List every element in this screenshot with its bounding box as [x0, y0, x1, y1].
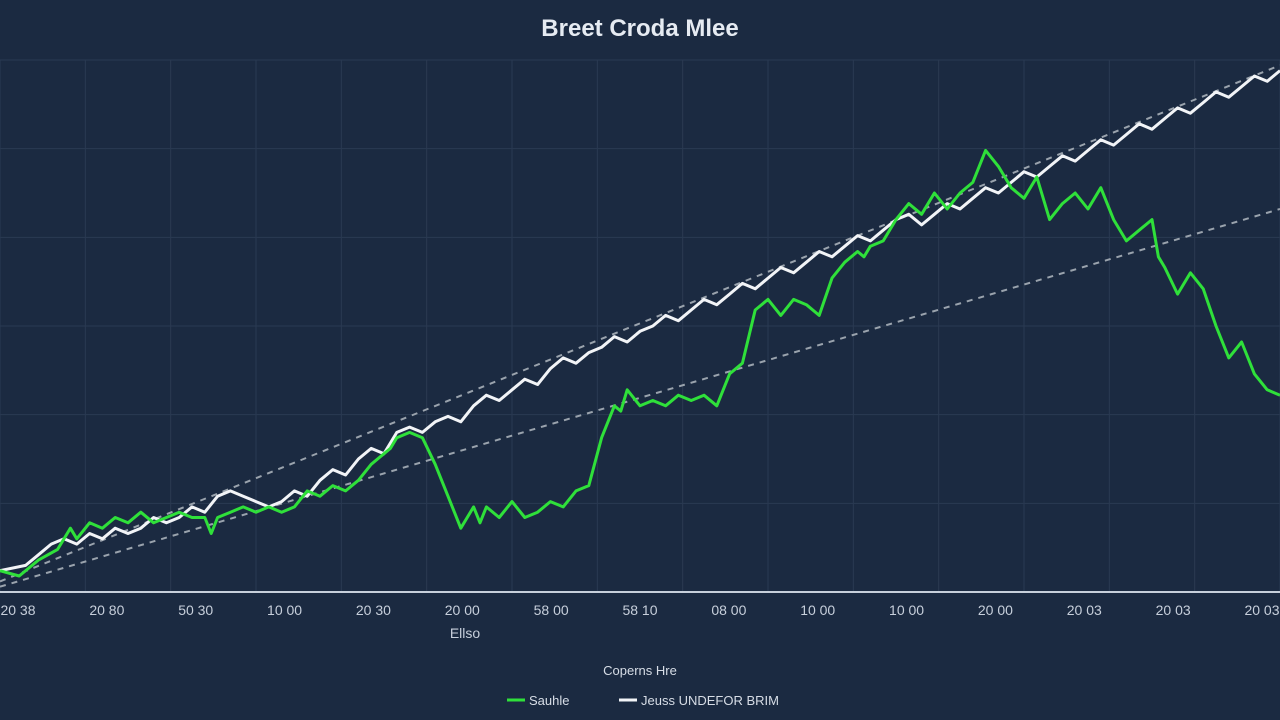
x-tick-label: 20 00 [445, 602, 480, 618]
x-tick-label: 20 03 [1244, 602, 1279, 618]
series-line-trend-upper [0, 64, 1280, 583]
legend: Sauhle Jeuss UNDEFOR BRIM [507, 693, 779, 708]
x-tick-label: 58 00 [534, 602, 569, 618]
series-line-jeuss-undefor-brim [0, 69, 1280, 573]
x-tick-label: 50 30 [178, 602, 213, 618]
series-line-sauhle [0, 148, 1280, 578]
x-tick-label: 58 10 [622, 602, 657, 618]
legend-label: Jeuss UNDEFOR BRIM [641, 693, 779, 708]
legend-label: Sauhle [529, 693, 569, 708]
x-tick-label: 10 00 [800, 602, 835, 618]
x-tick-label: 20 03 [1156, 602, 1191, 618]
x-tick-label: 20 00 [978, 602, 1013, 618]
grid [0, 59, 1280, 593]
legend-title: Coperns Hre [603, 663, 677, 678]
x-tick-label: 08 00 [711, 602, 746, 618]
x-ticks: 20 38 20 80 50 30 10 00 20 30 20 00 58 00 58 10… [0, 602, 1279, 618]
series-layer [0, 64, 1280, 588]
x-tick-label: 20 03 [1067, 602, 1102, 618]
x-axis-label: Ellso [450, 625, 481, 641]
x-tick-label: 20 30 [356, 602, 391, 618]
x-tick-label: 20 38 [0, 602, 35, 618]
x-tick-label: 20 80 [89, 602, 124, 618]
x-tick-label: 10 00 [889, 602, 924, 618]
x-tick-label: 10 00 [267, 602, 302, 618]
chart-title: Breet Croda Mlee [541, 15, 738, 42]
